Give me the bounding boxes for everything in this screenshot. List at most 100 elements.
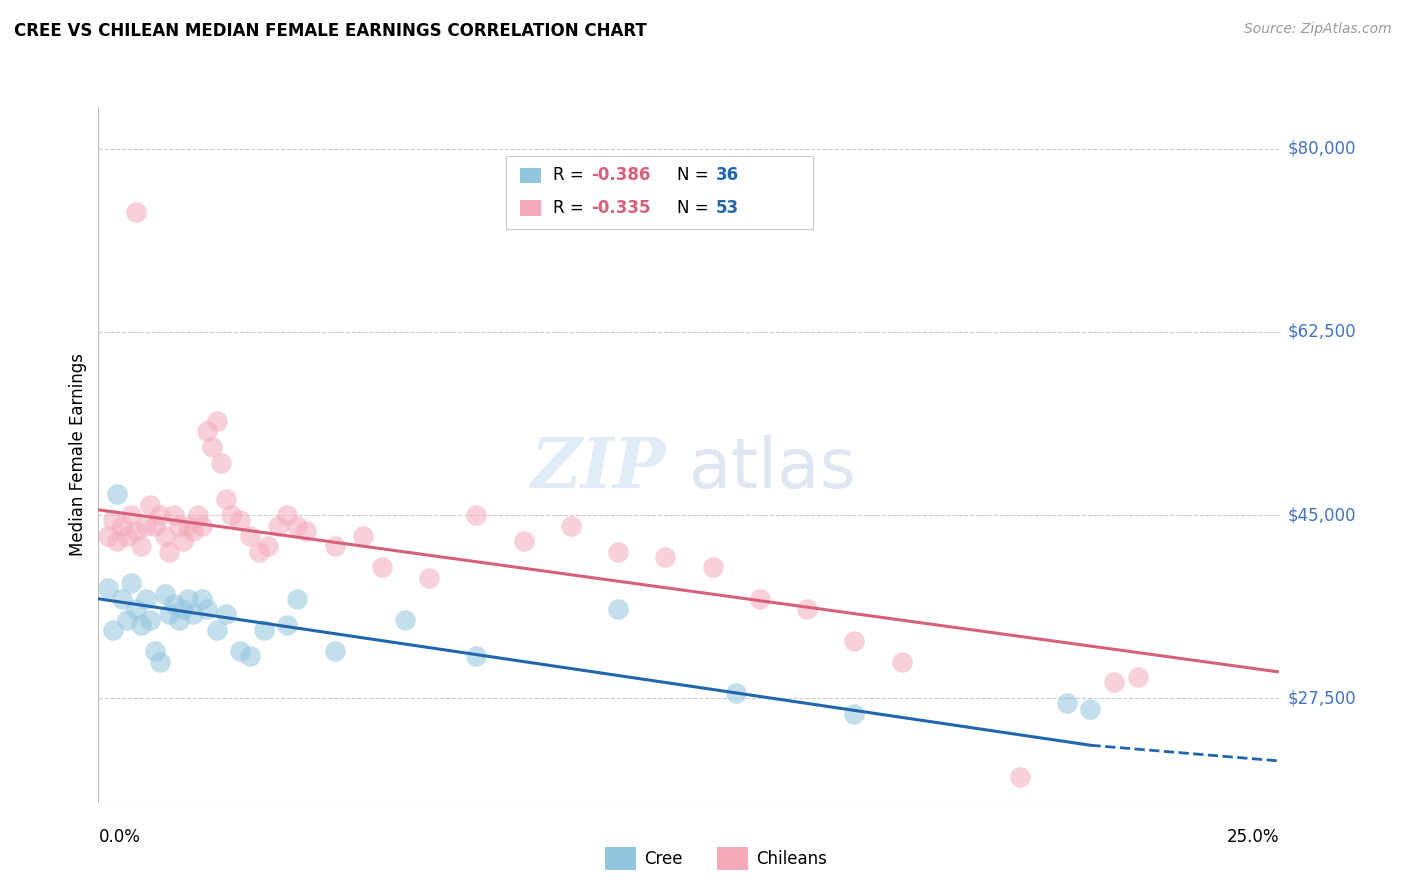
Point [205,623,228,637]
Point [97,582,120,596]
Text: $27,500: $27,500 [1288,690,1357,707]
Point [1008,770,1031,784]
Point [115,529,138,543]
Point [149,508,172,522]
Point [654,549,676,564]
Point [101,623,124,637]
Point [209,456,232,470]
Point [139,613,162,627]
Point [167,518,190,533]
Point [1126,670,1149,684]
Point [323,540,346,554]
Point [560,518,582,533]
Text: R =: R = [553,199,589,217]
Point [276,508,298,522]
Point [125,204,148,219]
Point [512,534,534,549]
Point [111,518,134,533]
Point [129,540,152,554]
Text: N =: N = [676,166,713,185]
Point [111,591,134,606]
Point [153,529,176,543]
Point [239,649,262,664]
Point [172,602,194,616]
Point [276,618,298,632]
Point [219,508,242,522]
Text: 53: 53 [716,199,738,217]
Text: ZIP: ZIP [530,435,665,502]
Point [394,613,416,627]
Text: Chileans: Chileans [756,850,827,868]
Point [163,597,186,611]
Text: CREE VS CHILEAN MEDIAN FEMALE EARNINGS CORRELATION CHART: CREE VS CHILEAN MEDIAN FEMALE EARNINGS C… [14,22,647,40]
Text: 25.0%: 25.0% [1227,828,1279,846]
Point [257,540,280,554]
Point [418,571,440,585]
Point [135,518,157,533]
Point [725,686,748,700]
Text: -0.386: -0.386 [592,166,651,185]
Text: 36: 36 [716,166,738,185]
Point [139,498,162,512]
Point [1080,701,1102,715]
Point [153,586,176,600]
Point [181,524,204,538]
Point [149,655,172,669]
Point [323,644,346,658]
Point [295,524,318,538]
Point [167,613,190,627]
Point [157,607,180,622]
Point [796,602,818,616]
Point [97,529,120,543]
Point [205,414,228,428]
Point [121,576,143,591]
Point [105,534,128,549]
Point [181,607,204,622]
Point [607,544,630,558]
Point [371,560,394,574]
Point [844,706,866,721]
Point [172,534,194,549]
Point [115,613,138,627]
Bar [520,168,541,183]
Point [748,591,770,606]
Point [607,602,630,616]
Point [121,508,143,522]
Y-axis label: Median Female Earnings: Median Female Earnings [69,353,87,557]
Point [215,492,238,507]
Point [267,518,290,533]
Point [125,602,148,616]
Point [844,633,866,648]
Text: N =: N = [676,199,713,217]
Point [285,518,308,533]
Bar [520,201,541,216]
Point [1056,697,1078,711]
Text: 0.0%: 0.0% [98,828,141,846]
Point [201,440,224,454]
FancyBboxPatch shape [506,156,813,228]
Point [105,487,128,501]
Point [1102,675,1125,690]
Point [229,644,252,658]
Point [247,544,270,558]
Point [125,524,148,538]
Point [352,529,374,543]
Text: atlas: atlas [689,435,856,502]
Point [135,591,157,606]
Point [143,644,166,658]
Text: $45,000: $45,000 [1288,506,1357,524]
Point [177,591,200,606]
Point [215,607,238,622]
Point [253,623,276,637]
Point [239,529,262,543]
Point [191,518,214,533]
Point [143,518,166,533]
Point [285,591,308,606]
Point [465,508,488,522]
Point [702,560,724,574]
Point [195,425,218,439]
Point [191,591,214,606]
Point [129,618,152,632]
Text: $62,500: $62,500 [1288,323,1357,341]
Point [187,508,209,522]
